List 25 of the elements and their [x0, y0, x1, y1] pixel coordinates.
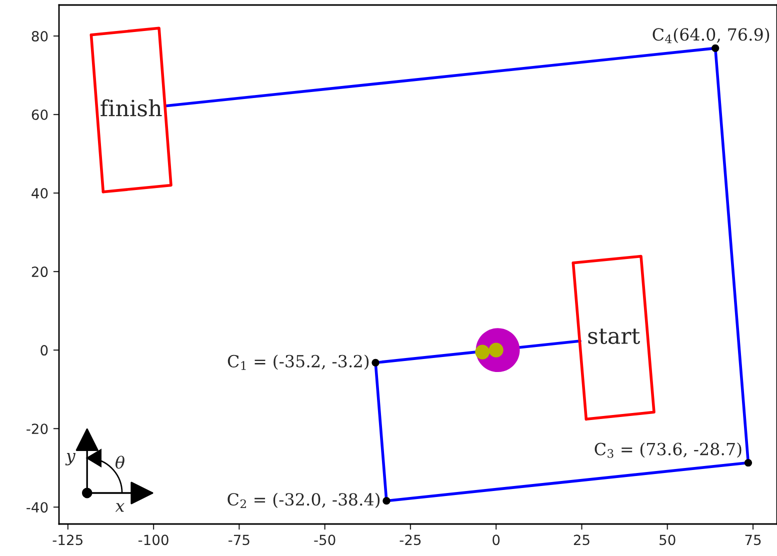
x-tick-label: -50: [314, 534, 336, 546]
x-tick-label: 0: [492, 534, 500, 546]
x-tick-label: 75: [745, 534, 761, 546]
y-tick-label: -40: [26, 502, 48, 513]
annotation: C$_{2}$ = (-32.0, -38.4): [228, 492, 380, 508]
annotation: C$_{3}$ = (73.6, -28.7): [594, 442, 742, 458]
annotation: x: [115, 503, 124, 512]
annotation: finish: [100, 99, 162, 116]
annotation: y: [65, 452, 76, 466]
x-tick-label: -100: [138, 534, 168, 546]
annotation: C$_{1}$ = (-35.2, -3.2): [228, 354, 369, 370]
y-tick-label: 80: [32, 30, 48, 42]
y-tick-label: 0: [40, 345, 48, 356]
x-tick-label: 50: [660, 534, 676, 546]
x-tick-label: -25: [400, 534, 421, 546]
y-tick-label: 20: [32, 266, 48, 278]
annotation: start: [588, 328, 640, 344]
x-tick-label: -125: [52, 534, 82, 546]
annotation: C$_{4}$(64.0, 76.9): [652, 28, 770, 44]
y-tick-label: 60: [32, 110, 48, 120]
annotation: θ: [116, 456, 124, 469]
y-tick-label: 40: [32, 188, 48, 199]
y-tick-label: -20: [26, 424, 48, 434]
x-tick-label: 25: [574, 534, 590, 546]
x-tick-label: -75: [228, 534, 250, 546]
